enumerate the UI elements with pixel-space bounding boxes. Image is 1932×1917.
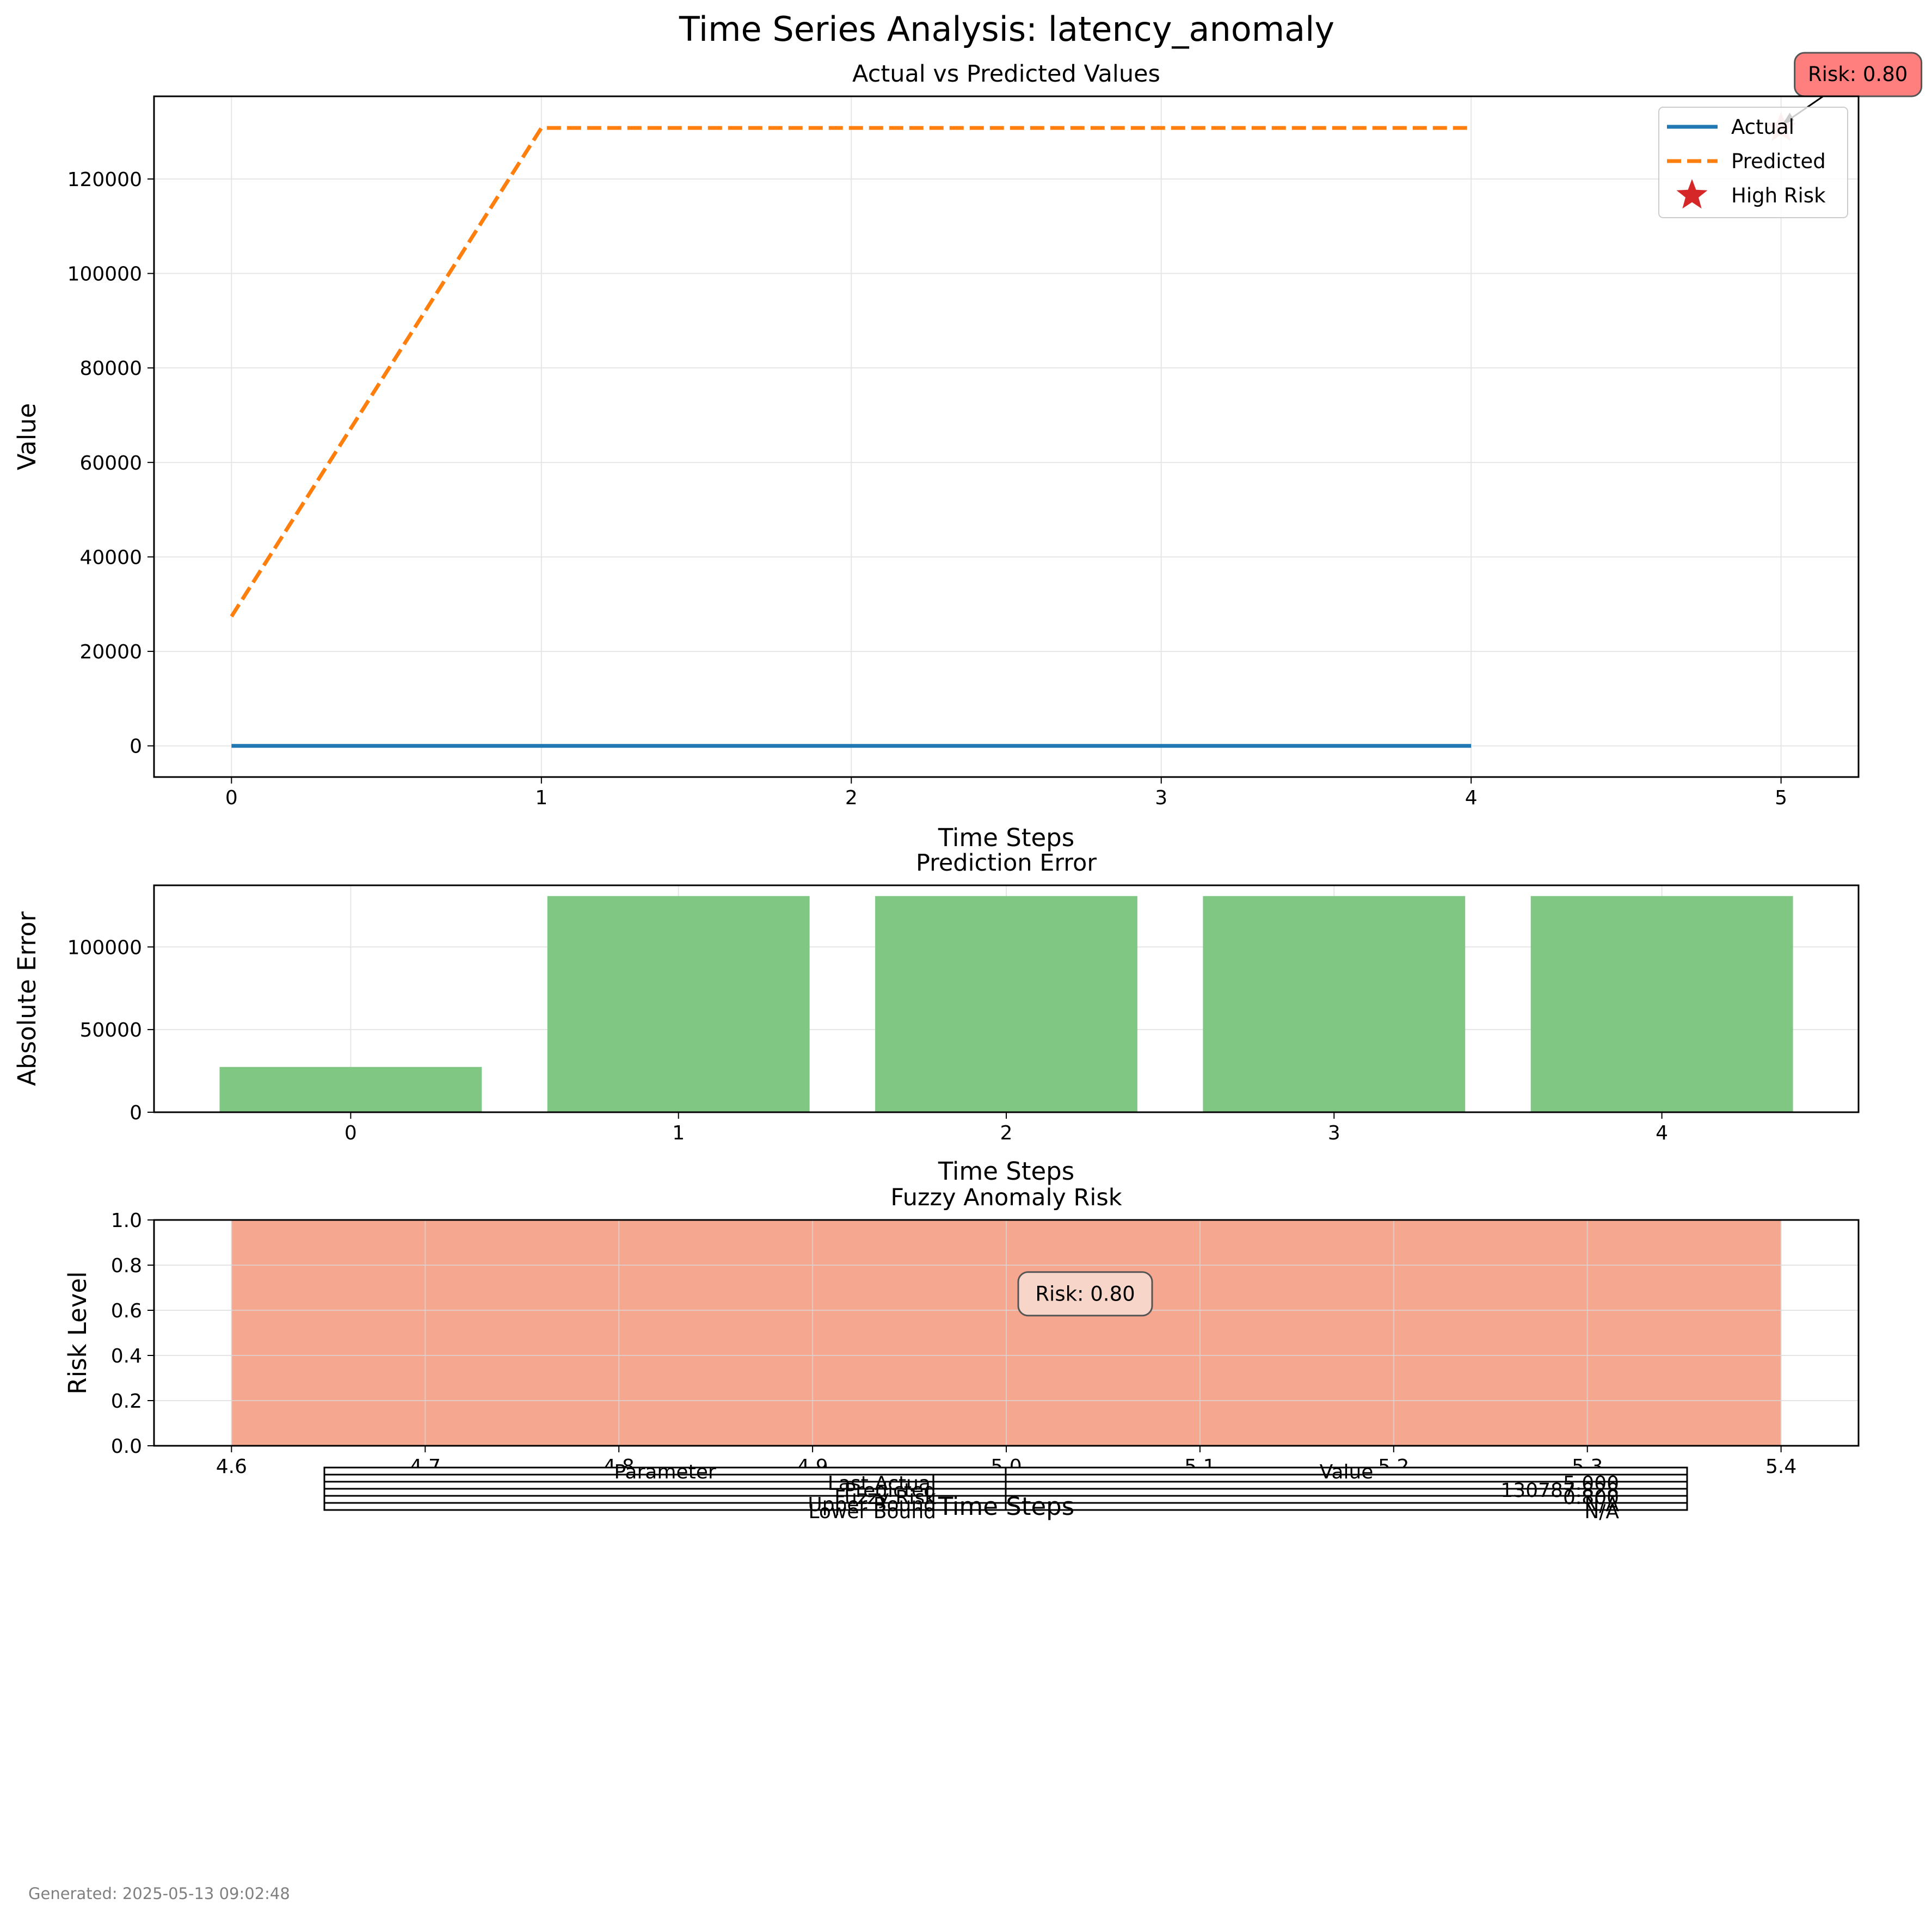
- table-header-cell: Parameter: [614, 1461, 716, 1483]
- x-tick-label: 5: [1775, 787, 1787, 809]
- x-tick-label: 0: [225, 787, 238, 809]
- annotation-label: Risk: 0.80: [1808, 63, 1908, 86]
- risk-annotation-box: [1017, 1271, 1153, 1317]
- y-axis-label: Risk Level: [63, 1271, 92, 1394]
- table-cell-value: N/A: [1584, 1494, 1619, 1516]
- x-tick-label: 4.6: [216, 1456, 247, 1478]
- x-tick-label: 2: [1000, 1122, 1013, 1144]
- error-bar: [1203, 896, 1466, 1112]
- error-bar: [219, 1067, 482, 1112]
- y-tick-label: 80000: [79, 357, 142, 380]
- table-cell-value: N/A: [1584, 1501, 1619, 1523]
- x-axis-label: Time Steps: [938, 823, 1074, 852]
- x-axis-label: Time Steps: [938, 1492, 1074, 1521]
- y-tick-label: 0.4: [111, 1345, 142, 1367]
- error-bar: [1530, 896, 1793, 1112]
- y-tick-label: 0.0: [111, 1435, 142, 1458]
- x-tick-label: 3: [1155, 787, 1167, 809]
- y-tick-label: 40000: [79, 546, 142, 569]
- y-tick-label: 20000: [79, 641, 142, 663]
- table-cell-value: 0.800: [1563, 1487, 1619, 1509]
- error-bar: [875, 896, 1137, 1112]
- table-cell-value: 5.000: [1563, 1472, 1619, 1495]
- y-tick-label: 50000: [79, 1019, 142, 1041]
- x-tick-label: 0: [344, 1122, 357, 1144]
- legend-box: [1658, 107, 1848, 218]
- prediction-error-chart: 0 1 2 3 4 0 50000 100000 Prediction Error Time St…: [13, 849, 1860, 1186]
- table-cell-parameter: Last Actual: [828, 1472, 936, 1495]
- table-cell-parameter: Upper Bound: [808, 1494, 936, 1516]
- y-tick-label: 0.6: [111, 1300, 142, 1322]
- x-axis-label: Time Steps: [938, 1157, 1074, 1186]
- y-tick-label: 0: [130, 736, 142, 758]
- y-tick-label: 60000: [79, 452, 142, 474]
- legend-marker-high-risk: [1676, 179, 1708, 209]
- actual-vs-predicted-chart: Risk: 0.80 0 1 2 3 4 5 0 20000 40000 60000 80000 100…: [13, 52, 1923, 852]
- y-axis-label: Value: [13, 403, 41, 471]
- chart-title: Fuzzy Anomaly Risk: [890, 1184, 1122, 1211]
- x-tick-label: 1: [672, 1122, 685, 1144]
- plot-frame: [153, 95, 1860, 778]
- table-cell-parameter: Predicted: [844, 1480, 936, 1502]
- y-axis-label: Absolute Error: [13, 911, 41, 1086]
- table-cell-parameter: Lower Bound: [809, 1501, 937, 1523]
- y-tick-label: 100000: [67, 263, 142, 286]
- figure-title: Time Series Analysis: latency_anomaly: [679, 9, 1334, 49]
- legend-label: High Risk: [1731, 184, 1826, 207]
- series-line-predicted: [230, 126, 1472, 618]
- table-header-cell: Value: [1320, 1461, 1374, 1483]
- error-bar: [547, 896, 810, 1112]
- chart-title: Actual vs Predicted Values: [852, 60, 1160, 88]
- generated-timestamp: Generated: 2025-05-13 09:02:48: [28, 1884, 290, 1903]
- legend-label: Predicted: [1731, 150, 1826, 173]
- x-tick-label: 3: [1328, 1122, 1340, 1144]
- y-tick-label: 1.0: [111, 1210, 142, 1232]
- risk-annotation-label: Risk: 0.80: [1035, 1283, 1135, 1306]
- y-tick-label: 0.2: [111, 1390, 142, 1413]
- x-tick-label: 1: [535, 787, 547, 809]
- y-tick-label: 100000: [67, 936, 142, 959]
- y-tick-label: 0: [130, 1102, 142, 1124]
- x-tick-label: 4: [1656, 1122, 1668, 1144]
- legend-label: Actual: [1731, 115, 1794, 139]
- fuzzy-anomaly-risk-chart: Risk: 0.804.64.74.84.95.05.15.25.35.40.0…: [63, 1184, 1860, 1478]
- y-tick-label: 0.8: [111, 1255, 142, 1277]
- x-tick-label: 4: [1465, 787, 1478, 809]
- table-cell-parameter: Fuzzy Risk: [834, 1487, 936, 1509]
- summary-table: Parameter Value Last Actual 5.000 Predicted 1…: [323, 1461, 1688, 1523]
- y-tick-label: 120000: [67, 169, 142, 191]
- x-tick-label: 5.4: [1765, 1456, 1796, 1478]
- chart-title: Prediction Error: [916, 849, 1097, 877]
- x-tick-label: 2: [845, 787, 858, 809]
- table-cell-value: 130787.828: [1500, 1480, 1619, 1502]
